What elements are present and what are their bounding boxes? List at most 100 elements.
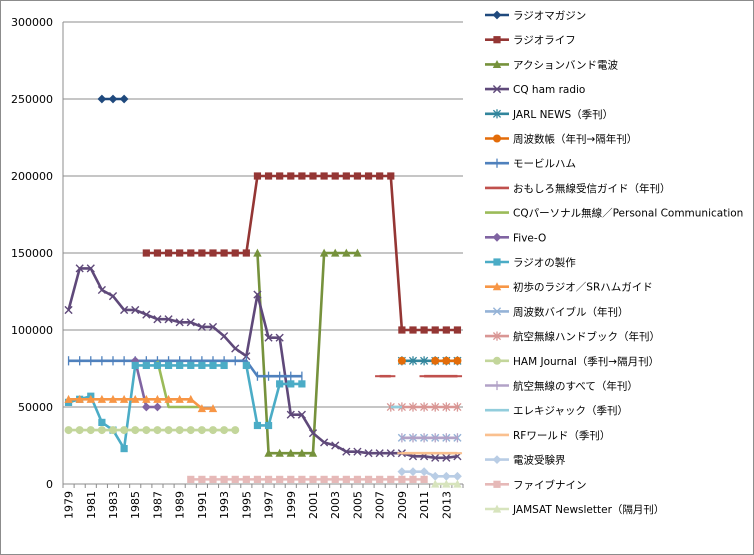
- legend-label: ラジオライフ: [513, 35, 576, 47]
- legend-marker: [492, 10, 502, 20]
- data-point: [297, 410, 306, 419]
- data-point: [120, 426, 129, 435]
- data-point: [453, 326, 462, 334]
- data-point: [198, 249, 206, 257]
- legend-label: モービルハム: [513, 158, 576, 170]
- series-line: [68, 359, 302, 378]
- y-axis: 0 50000 100000 150000 200000 250000 300000: [11, 16, 64, 491]
- data-point: [209, 249, 217, 257]
- data-point: [442, 326, 450, 334]
- data-point: [342, 248, 351, 257]
- data-point: [164, 249, 173, 257]
- data-point: [75, 264, 84, 273]
- data-point: [320, 475, 328, 483]
- legend-marker: [492, 85, 502, 94]
- data-point: [342, 172, 350, 180]
- data-point: [131, 305, 140, 315]
- data-point: [431, 479, 440, 488]
- data-point: [242, 249, 250, 257]
- legend-label: 電波受験界: [513, 454, 566, 467]
- data-point: [75, 394, 84, 403]
- data-point: [209, 426, 217, 435]
- data-point: [320, 172, 328, 180]
- data-point: [419, 467, 429, 477]
- data-point: [119, 94, 129, 104]
- data-point: [97, 285, 106, 295]
- data-point: [253, 172, 262, 180]
- data-point: [208, 322, 218, 332]
- data-point: [387, 172, 395, 180]
- data-point: [220, 475, 228, 483]
- plot-area: [64, 94, 463, 488]
- legend-marker: [493, 356, 501, 365]
- data-point: [164, 361, 173, 370]
- data-point: [186, 394, 195, 403]
- data-point: [286, 410, 295, 419]
- legend-label: CQパーソナル無線／Personal Communication: [513, 207, 743, 220]
- data-point: [86, 264, 95, 273]
- data-point: [142, 361, 150, 370]
- data-point: [420, 356, 429, 366]
- data-point: [75, 426, 84, 435]
- data-point: [431, 356, 440, 365]
- data-point: [398, 326, 406, 334]
- y-tick-label: 50000: [18, 401, 53, 414]
- data-point: [142, 426, 151, 435]
- series: [401, 433, 459, 443]
- data-point: [220, 361, 228, 370]
- data-point: [108, 394, 118, 403]
- data-point: [353, 447, 362, 456]
- data-point: [275, 448, 284, 457]
- data-point: [276, 172, 284, 180]
- data-point: [442, 479, 451, 488]
- data-point: [253, 475, 262, 483]
- data-point: [353, 475, 362, 483]
- data-point: [153, 402, 162, 412]
- data-point: [175, 394, 184, 403]
- y-tick-label: 150000: [11, 247, 53, 260]
- series: [253, 248, 362, 457]
- data-point: [142, 310, 151, 319]
- data-point: [209, 361, 217, 370]
- legend-label: JARL NEWS（季刊）: [512, 109, 613, 121]
- data-point: [220, 426, 229, 435]
- series: [187, 475, 428, 483]
- data-point: [231, 426, 240, 435]
- data-point: [398, 475, 406, 483]
- legend-label: 周波数帳（年刊→隔年刊）: [513, 133, 637, 146]
- legend-label: アクションバンド電波: [513, 58, 618, 71]
- data-point: [408, 356, 418, 366]
- data-point: [86, 394, 95, 403]
- legend-marker: [492, 331, 502, 341]
- data-point: [453, 471, 462, 481]
- data-point: [331, 248, 340, 257]
- data-point: [153, 394, 162, 403]
- data-point: [420, 402, 429, 412]
- data-point: [408, 402, 418, 412]
- data-point: [175, 318, 184, 327]
- data-point: [397, 356, 406, 365]
- legend-marker: [492, 455, 502, 464]
- data-point: [376, 475, 384, 483]
- data-point: [397, 467, 407, 477]
- data-point: [209, 475, 217, 483]
- data-point: [97, 426, 106, 435]
- data-point: [198, 361, 206, 370]
- series: [97, 94, 129, 104]
- data-point: [342, 475, 350, 483]
- legend-label: おもしろ無線受信ガイド（年刊）: [513, 182, 671, 195]
- data-point: [264, 475, 273, 483]
- legend-marker: [493, 258, 501, 266]
- data-point: [186, 426, 195, 435]
- data-point: [164, 426, 173, 435]
- data-point: [242, 361, 250, 370]
- data-point: [208, 404, 218, 413]
- x-tick-label: 1997: [263, 491, 276, 519]
- data-point: [276, 475, 284, 483]
- data-point: [364, 449, 373, 458]
- data-point: [331, 172, 339, 180]
- data-point: [108, 94, 118, 104]
- data-point: [431, 402, 440, 412]
- data-point: [175, 426, 184, 435]
